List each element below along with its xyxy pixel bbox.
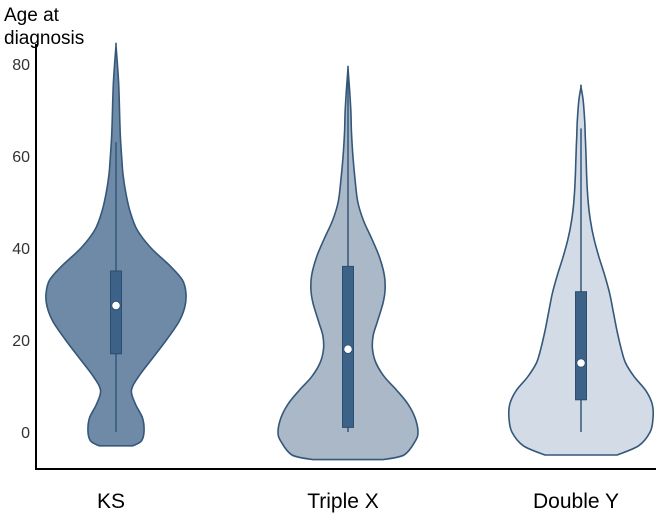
axes-layer <box>35 44 656 470</box>
violin-median-dot <box>343 344 353 354</box>
y-tick-labels: 0 20 40 60 80 <box>12 57 30 442</box>
y-tick-label: 80 <box>12 57 30 74</box>
y-tick-label: 60 <box>12 149 30 166</box>
violin-median-dot <box>576 358 586 368</box>
category-label: Double Y <box>533 490 619 513</box>
category-labels: KS Triple X Double Y <box>97 490 619 513</box>
violins-layer <box>45 42 655 461</box>
y-tick-label: 0 <box>21 425 30 442</box>
y-tick-label: 20 <box>12 333 30 350</box>
y-axis-title: Age at diagnosis <box>4 4 84 50</box>
y-axis-title-line-1: Age at <box>4 5 59 26</box>
violin-group-ks <box>45 42 187 447</box>
category-label: KS <box>97 490 125 513</box>
y-tick-label: 40 <box>12 241 30 258</box>
violin-iqr-box <box>110 270 122 355</box>
violin-group-triple-x <box>277 65 419 461</box>
violin-iqr-box <box>575 291 587 401</box>
y-axis-title-line-2: diagnosis <box>4 28 85 49</box>
violin-median-dot <box>111 300 121 311</box>
violin-group-double-y <box>507 84 655 456</box>
category-label: Triple X <box>307 490 379 513</box>
